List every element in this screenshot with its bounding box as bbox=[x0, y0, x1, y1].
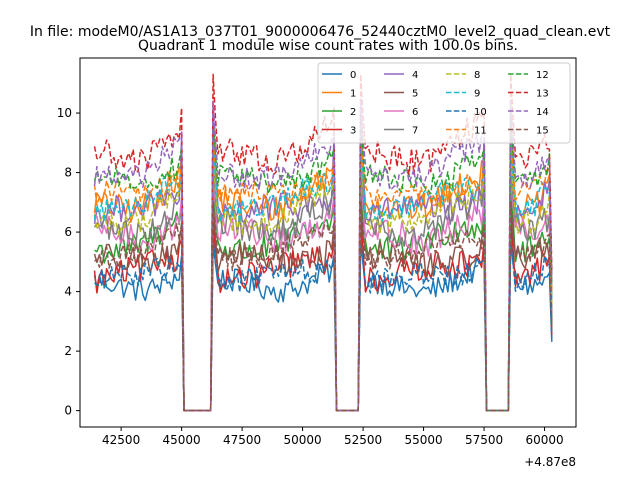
x-tick-label: 60000 bbox=[525, 433, 563, 447]
y-tick-label: 8 bbox=[64, 166, 72, 180]
y-tick-label: 10 bbox=[57, 106, 72, 120]
series-line-0 bbox=[93, 237, 553, 412]
series-line-12 bbox=[93, 118, 553, 412]
y-axis: 0 2 4 6 8 10 bbox=[57, 106, 80, 418]
legend-label-0: 0 bbox=[350, 70, 356, 81]
y-tick-label: 4 bbox=[64, 285, 72, 299]
series-line-7 bbox=[93, 159, 553, 412]
series-line-8 bbox=[93, 153, 553, 412]
legend-label-8: 8 bbox=[474, 70, 480, 81]
plot-frame bbox=[79, 57, 577, 428]
y-tick-label: 0 bbox=[64, 404, 72, 418]
chart-title: Quadrant 1 module wise count rates with … bbox=[138, 38, 518, 54]
legend-label-3: 3 bbox=[350, 126, 356, 137]
legend-label-1: 1 bbox=[350, 89, 356, 100]
x-axis: 42500 45000 47500 50000 52500 55000 57500 60000 bbox=[102, 427, 564, 447]
x-tick-label: 45000 bbox=[163, 433, 201, 447]
legend-label-12: 12 bbox=[536, 70, 549, 81]
legend-label-11: 11 bbox=[474, 126, 487, 137]
legend-label-15: 15 bbox=[536, 126, 549, 137]
legend-label-5: 5 bbox=[412, 89, 418, 100]
x-tick-label: 57500 bbox=[465, 433, 503, 447]
legend-label-13: 13 bbox=[536, 89, 549, 100]
legend-box bbox=[317, 62, 571, 144]
figure-suptitle: In file: modeM0/AS1A13_037T01_9000006476… bbox=[30, 24, 611, 40]
series-line-14 bbox=[93, 100, 553, 412]
legend-label-4: 4 bbox=[412, 70, 418, 81]
legend-label-9: 9 bbox=[474, 89, 480, 100]
legend-label-10: 10 bbox=[474, 107, 487, 118]
x-tick-label: 55000 bbox=[404, 433, 442, 447]
x-tick-label: 50000 bbox=[284, 433, 322, 447]
x-tick-label: 52500 bbox=[344, 433, 382, 447]
legend-label-7: 7 bbox=[412, 126, 418, 137]
series-line-10 bbox=[93, 243, 553, 412]
series-layer bbox=[93, 73, 553, 412]
x-tick-label: 47500 bbox=[223, 433, 261, 447]
x-offset-label: +4.87e8 bbox=[524, 455, 576, 469]
y-tick-label: 6 bbox=[64, 225, 72, 239]
legend-label-14: 14 bbox=[536, 107, 549, 118]
legend-label-6: 6 bbox=[412, 107, 418, 118]
y-tick-label: 2 bbox=[64, 344, 72, 358]
series-line-15 bbox=[94, 201, 553, 412]
x-tick-label: 42500 bbox=[102, 433, 140, 447]
legend-label-2: 2 bbox=[350, 107, 356, 118]
